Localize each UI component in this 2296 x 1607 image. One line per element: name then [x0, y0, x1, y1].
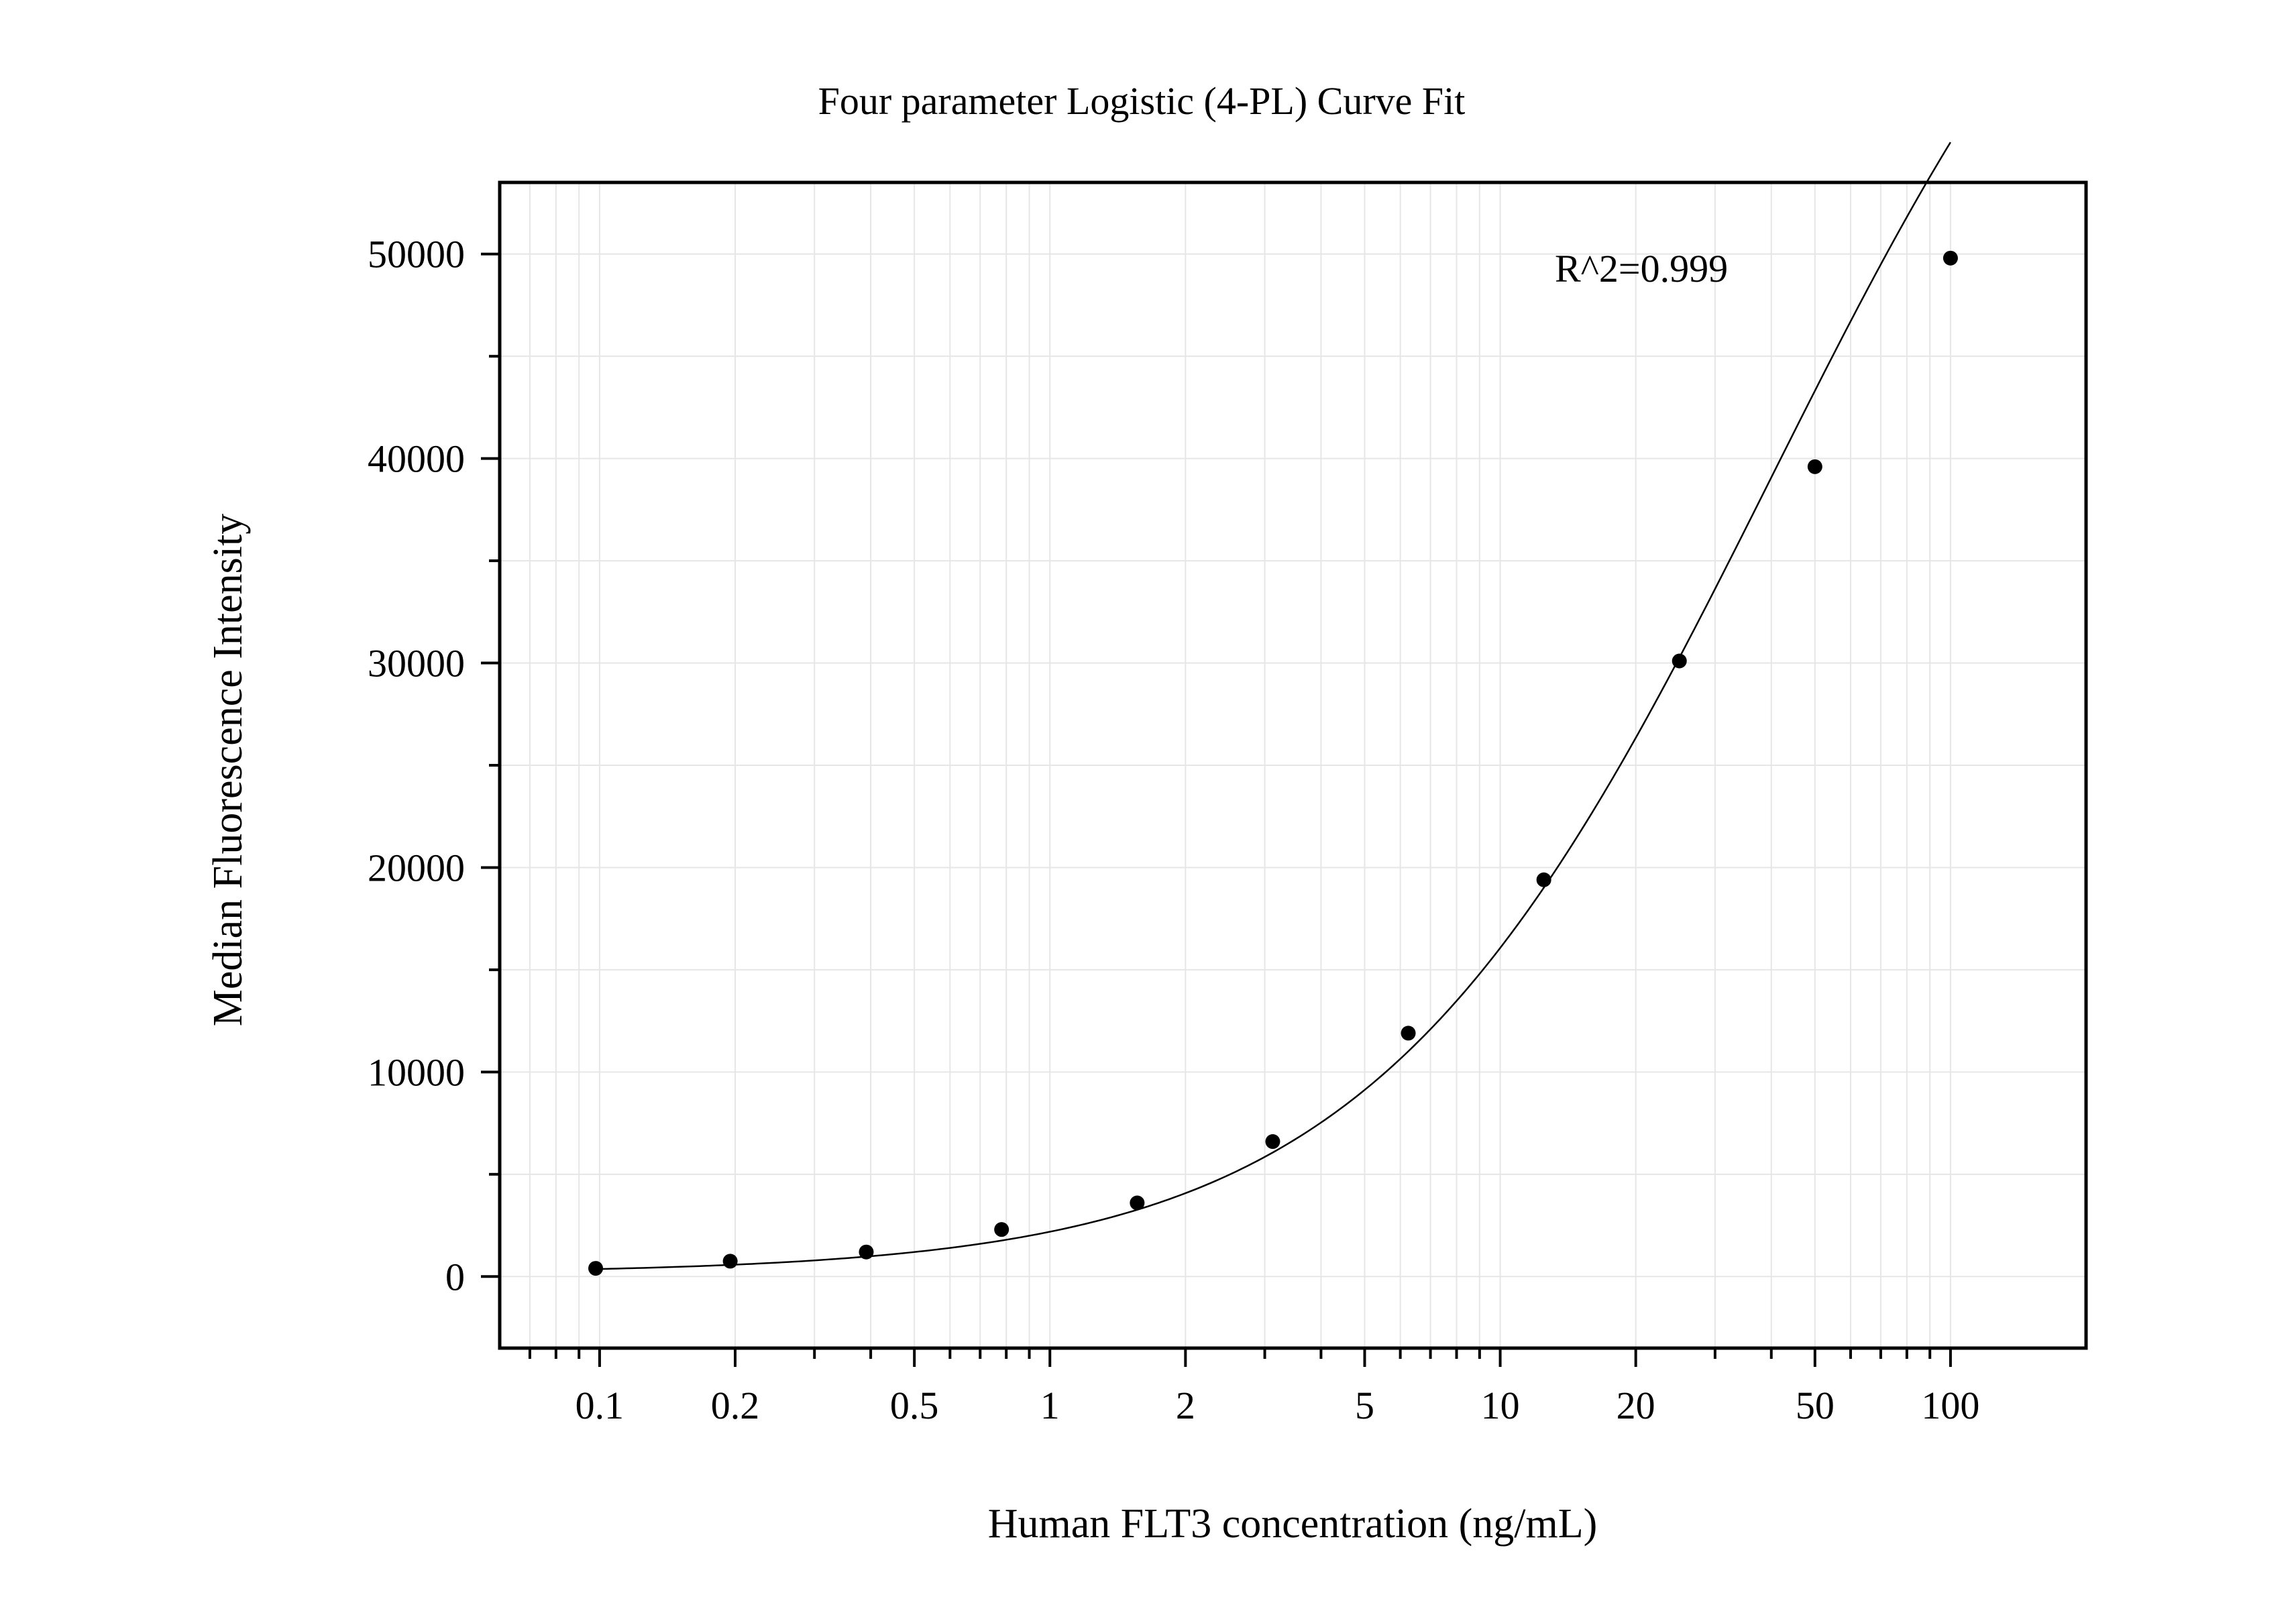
x-tick-label: 20 [1617, 1384, 1655, 1427]
chart-title: Four parameter Logistic (4-PL) Curve Fit [818, 79, 1466, 123]
data-point [1130, 1195, 1145, 1211]
data-point [994, 1222, 1009, 1237]
data-point [859, 1244, 874, 1260]
y-tick-label: 40000 [368, 437, 465, 481]
x-tick-label: 2 [1176, 1384, 1195, 1427]
x-tick-label: 0.1 [576, 1384, 624, 1427]
y-tick-label: 50000 [368, 233, 465, 276]
r-squared-annotation: R^2=0.999 [1555, 247, 1728, 290]
x-tick-label: 50 [1796, 1384, 1835, 1427]
x-tick-label: 100 [1921, 1384, 1979, 1427]
data-point [1265, 1134, 1280, 1150]
data-point [1401, 1026, 1416, 1041]
x-axis-label: Human FLT3 concentration (ng/mL) [988, 1501, 1598, 1547]
x-tick-label: 0.5 [890, 1384, 939, 1427]
y-tick-label: 20000 [368, 846, 465, 889]
data-point [1943, 250, 1958, 266]
y-tick-label: 0 [445, 1255, 465, 1298]
data-point [1672, 653, 1687, 669]
y-tick-label: 10000 [368, 1050, 465, 1094]
fit-curve-line [596, 142, 1951, 1270]
x-tick-label: 5 [1355, 1384, 1374, 1427]
y-tick-label: 30000 [368, 642, 465, 685]
x-tick-label: 0.2 [711, 1384, 760, 1427]
x-tick-label: 10 [1481, 1384, 1520, 1427]
x-tick-label: 1 [1040, 1384, 1060, 1427]
data-point [1807, 459, 1822, 474]
data-point [1536, 872, 1551, 887]
data-point [588, 1261, 604, 1276]
data-point [722, 1254, 738, 1269]
y-axis-label: Median Fluorescence Intensity [205, 514, 251, 1026]
